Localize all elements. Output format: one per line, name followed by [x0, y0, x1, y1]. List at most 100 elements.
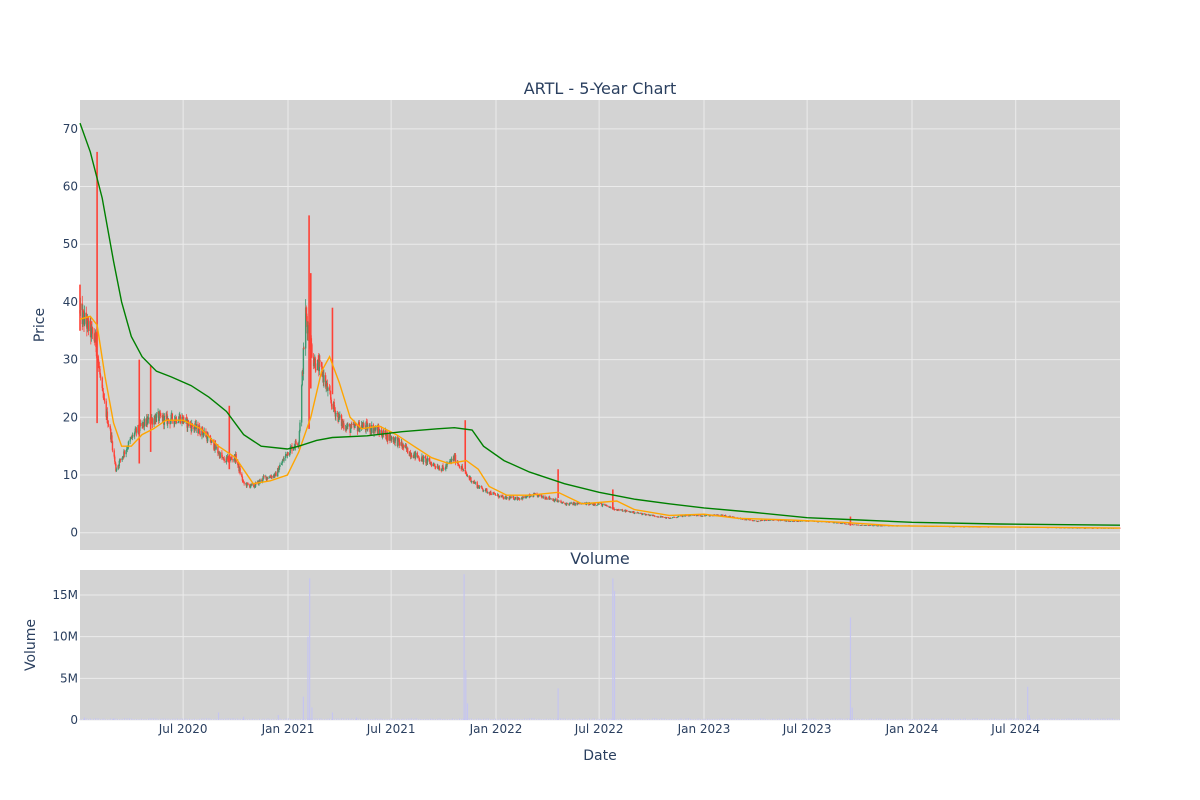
volume-bar — [664, 718, 666, 720]
volume-bar — [1059, 719, 1060, 720]
volume-bar — [1113, 718, 1115, 720]
candle-body — [339, 415, 341, 418]
volume-bar — [787, 718, 789, 720]
volume-bar — [746, 718, 748, 720]
volume-bar — [737, 718, 739, 720]
volume-bar — [1067, 718, 1069, 720]
candle-body — [177, 422, 179, 424]
volume-bar — [1086, 718, 1088, 720]
candle-body — [127, 441, 130, 448]
candle-body — [213, 440, 215, 450]
volume-bar — [520, 719, 522, 720]
volume-bar — [995, 718, 997, 720]
volume-bar — [211, 719, 213, 720]
volume-bar — [942, 718, 944, 720]
candle-body — [230, 457, 232, 458]
candle-body — [633, 513, 636, 514]
volume-bar — [89, 718, 91, 720]
candle-body — [636, 512, 638, 514]
volume-bar — [973, 718, 975, 720]
candle-body — [173, 419, 176, 424]
volume-bar — [633, 718, 635, 720]
volume-bar — [168, 718, 170, 720]
volume-bar — [575, 719, 577, 720]
price-plot-area — [80, 100, 1120, 550]
volume-bar — [151, 718, 153, 720]
candle-body — [361, 425, 364, 429]
candle-body — [458, 464, 460, 466]
volume-bar — [727, 718, 729, 720]
volume-bar — [517, 718, 519, 720]
volume-bar — [966, 719, 968, 720]
volume-bar — [813, 718, 814, 720]
candle-body — [143, 418, 146, 427]
candle-body — [247, 483, 249, 485]
volume-bar — [739, 718, 741, 720]
volume-bar — [406, 718, 407, 720]
volume-bar — [339, 719, 341, 720]
volume-bar — [662, 718, 664, 720]
candle-body — [329, 390, 331, 395]
candle-body — [621, 509, 624, 512]
volume-y-ticks: 0 5M 10M 15M — [52, 588, 78, 727]
volume-bar — [202, 718, 204, 720]
candle-body — [485, 488, 488, 490]
candle-body — [765, 519, 768, 521]
volume-bar — [1066, 718, 1067, 720]
candle-body — [488, 491, 490, 494]
candle-body — [99, 368, 101, 375]
volume-bar — [665, 719, 667, 720]
volume-bar — [589, 718, 590, 720]
candle-body — [667, 517, 670, 519]
volume-bar — [1100, 718, 1102, 720]
candle-body — [825, 522, 828, 523]
volume-bar — [898, 718, 900, 720]
candle-body — [90, 326, 93, 338]
volume-bar — [612, 578, 614, 720]
candle-body — [525, 497, 527, 499]
volume-bar — [770, 719, 772, 720]
volume-bar — [260, 719, 262, 720]
volume-bar — [341, 718, 342, 720]
volume-bar — [910, 719, 912, 720]
volume-bar — [534, 718, 536, 720]
volume-bar — [489, 719, 491, 720]
volume-bar — [336, 718, 337, 720]
candle-body — [223, 458, 225, 462]
volume-bar — [983, 719, 985, 720]
volume-bar — [1006, 718, 1007, 720]
volume-bar — [166, 718, 168, 720]
volume-bar — [510, 718, 512, 720]
candle-body — [246, 482, 249, 484]
candle-body — [860, 525, 862, 526]
volume-bar — [1117, 719, 1119, 720]
candle-body — [398, 442, 401, 446]
volume-bar — [144, 718, 146, 720]
candle-body — [243, 481, 245, 484]
volume-bar — [707, 718, 708, 720]
candle-body — [600, 503, 603, 504]
volume-bar — [657, 718, 659, 720]
volume-bar — [130, 718, 132, 720]
volume-panel-title: Volume — [570, 549, 630, 568]
volume-bar — [363, 718, 365, 720]
volume-bar — [730, 718, 732, 720]
short-moving-average-line — [79, 315, 1121, 529]
candle-body — [596, 504, 599, 506]
candle-body — [500, 496, 503, 497]
candle-body — [433, 463, 436, 466]
volume-bar — [548, 719, 549, 720]
volume-bar — [965, 718, 966, 720]
volume-bar — [440, 718, 442, 720]
volume-bar — [780, 719, 782, 720]
volume-bar — [708, 718, 710, 720]
volume-bar — [518, 718, 520, 720]
candle-body — [711, 515, 714, 517]
candle-body — [82, 310, 85, 313]
volume-bar — [554, 718, 556, 720]
candle-body — [638, 513, 640, 514]
volume-bar — [725, 718, 727, 720]
candle-body — [610, 507, 612, 509]
candle-body — [155, 414, 158, 423]
candle-body — [602, 504, 604, 505]
